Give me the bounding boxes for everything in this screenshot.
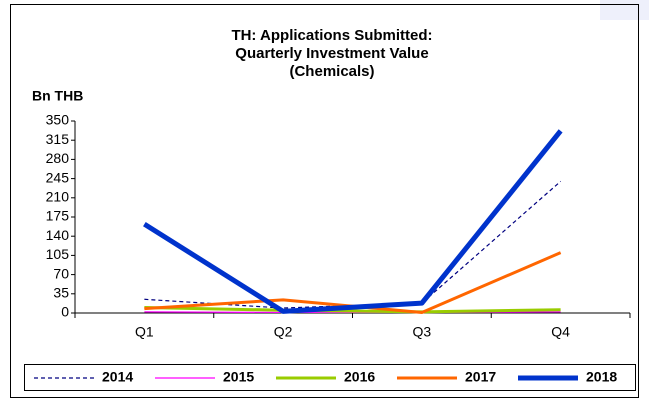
corner-shade	[600, 0, 649, 20]
y-tick-label: 105	[46, 246, 70, 262]
legend-label: 2015	[223, 369, 254, 385]
y-tick-label: 140	[46, 227, 70, 243]
y-tick-label: 280	[46, 150, 70, 166]
legend-label: 2016	[344, 369, 375, 385]
y-tick-label: 350	[46, 112, 70, 128]
legend-label: 2014	[102, 369, 133, 385]
chart-frame	[10, 4, 639, 398]
data-line	[144, 306, 561, 314]
y-tick-label: 35	[53, 285, 69, 301]
y-tick-label: 70	[53, 265, 69, 281]
chart-title: Quarterly Investment Value	[235, 45, 428, 62]
x-tick-label: Q3	[413, 324, 432, 340]
y-tick-label: 0	[61, 304, 69, 320]
data-line	[143, 129, 563, 314]
x-tick-label: Q1	[135, 324, 154, 340]
chart-title: TH: Applications Submitted:	[231, 27, 432, 44]
x-tick-label: Q2	[274, 324, 293, 340]
y-axis-label: Bn THB	[32, 88, 83, 104]
legend-label: 2017	[465, 369, 496, 385]
x-tick-label: Q4	[551, 324, 570, 340]
y-tick-label: 210	[46, 189, 70, 205]
y-tick-label: 245	[46, 169, 70, 185]
chart-title: (Chemicals)	[289, 63, 374, 80]
y-tick-label: 175	[46, 208, 70, 224]
y-tick-label: 315	[46, 131, 70, 147]
legend-label: 2018	[586, 369, 617, 385]
